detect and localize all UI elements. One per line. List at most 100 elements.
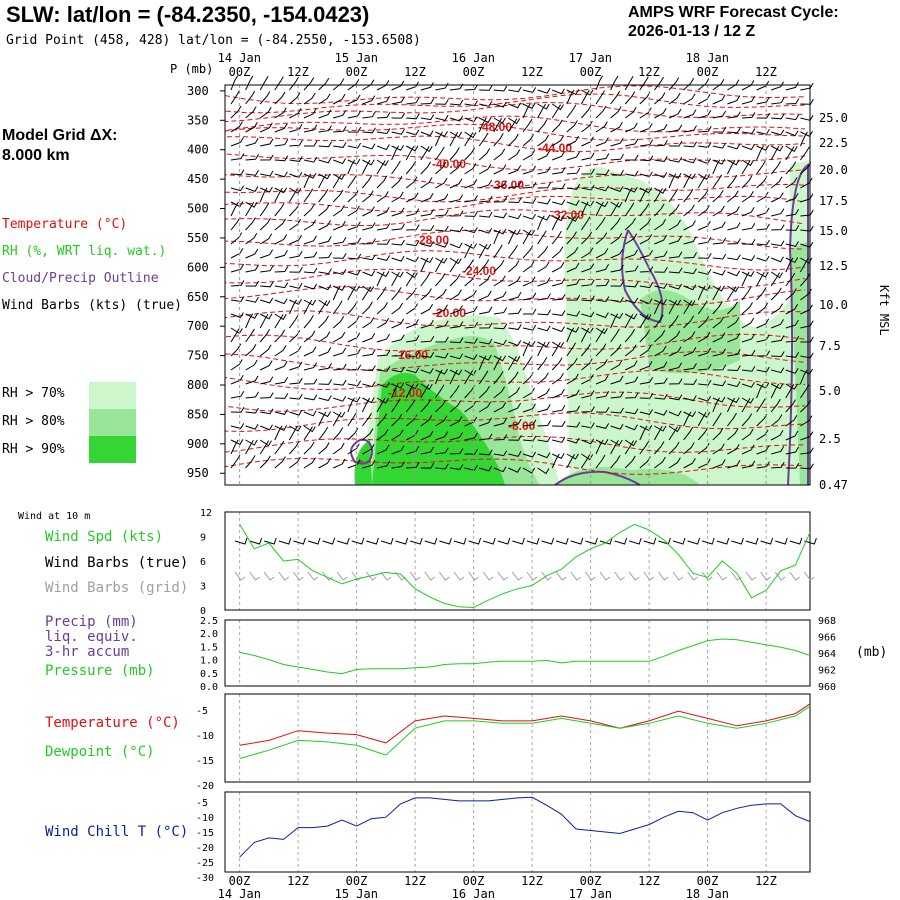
wind-barb	[741, 365, 756, 372]
wind-barb-true	[264, 537, 277, 545]
wind-barb	[333, 395, 347, 402]
wind-barb	[654, 330, 666, 343]
wind-barb	[610, 312, 624, 319]
wind-barb	[507, 356, 517, 371]
wind-barb	[420, 319, 434, 329]
wind-barb	[332, 427, 344, 441]
wind-barb	[479, 449, 493, 456]
wind-barb	[566, 262, 580, 273]
wind-barb-grid	[628, 571, 640, 581]
wind-barb	[785, 368, 799, 374]
wind-barb	[770, 272, 781, 287]
wind-barb	[362, 190, 374, 203]
pressure-y-tick: 966	[818, 633, 836, 644]
wind-barb	[727, 95, 741, 105]
wind-barb	[654, 76, 664, 91]
wind-barb	[303, 426, 313, 441]
wind-barb	[493, 196, 508, 203]
wind-barb	[493, 434, 508, 441]
wind-barb	[522, 213, 536, 220]
wind-barb	[654, 250, 668, 259]
wind-barb	[274, 313, 287, 321]
wind-barb	[435, 368, 449, 375]
wind-barb	[552, 199, 566, 206]
wind-chill-line	[239, 796, 811, 858]
wind-y-tick: 0	[200, 606, 206, 617]
wind-barb	[347, 189, 359, 203]
wind-barb-true	[672, 537, 686, 545]
wind-barb	[566, 135, 580, 147]
wind-barb	[712, 364, 727, 371]
wind-barb	[259, 440, 270, 455]
bottom-date-label: 18 Jan	[686, 887, 729, 900]
wind-barb	[259, 106, 272, 119]
wind-barb	[756, 96, 770, 105]
wind-barb	[756, 271, 765, 287]
wind-barb	[245, 344, 257, 357]
wind-barb	[581, 152, 595, 161]
wind-barb	[230, 75, 239, 91]
wind-barb	[581, 247, 594, 259]
wind-barb	[420, 303, 434, 315]
wind-barb	[303, 410, 317, 417]
pressure-tick-label: 800	[187, 378, 209, 392]
wind-barb	[668, 235, 682, 245]
temp-y-tick: -10	[196, 731, 214, 742]
height-tick-label: 12.5	[819, 259, 848, 273]
wind-barb	[449, 289, 462, 301]
wind-barb	[712, 285, 725, 292]
wind-barb	[537, 261, 550, 273]
wind-barb	[245, 137, 259, 147]
wind-barb	[245, 121, 258, 133]
wind-barb	[625, 297, 639, 304]
wind-barb	[303, 267, 318, 274]
wind-barb	[625, 265, 639, 273]
wind-barb	[332, 94, 346, 105]
wind-barb	[260, 376, 274, 385]
wind-barb	[552, 167, 566, 175]
height-tick-label: 10.0	[819, 298, 848, 312]
wind-barb	[332, 331, 346, 343]
wind-barb	[347, 126, 362, 133]
cloud-outline	[787, 163, 809, 486]
wind-barb	[566, 453, 579, 460]
wind-barb	[347, 205, 360, 217]
wind-barb-true	[483, 537, 496, 545]
wind-barb	[493, 259, 505, 273]
wind-barb	[522, 197, 537, 204]
height-tick-label: 20.0	[819, 163, 848, 177]
wind-barb	[449, 305, 463, 315]
wind-barb	[697, 94, 711, 105]
wind-barb	[259, 76, 269, 91]
wind-barb-grid	[658, 571, 669, 581]
wind-barb	[508, 434, 522, 441]
windchill-y-tick: -15	[196, 828, 214, 839]
wind-barb	[391, 461, 405, 469]
wind-barb-grid	[804, 571, 815, 581]
wind-barb	[391, 445, 405, 455]
wind-barb	[537, 356, 548, 371]
wind-barb	[493, 117, 506, 124]
wind-barb	[727, 333, 741, 343]
wind-barb	[332, 78, 345, 91]
wind-barb	[683, 315, 695, 329]
wind-barb	[800, 82, 814, 91]
wind-barb	[478, 259, 490, 273]
wind-barb	[318, 315, 330, 329]
wind-barb	[566, 215, 579, 222]
wind-barb	[362, 206, 375, 217]
wind-barb	[332, 458, 346, 469]
wind-barb	[727, 254, 741, 261]
wind-barb	[683, 252, 698, 259]
wind-barb	[770, 161, 782, 175]
wind-barb	[610, 359, 623, 371]
pressure-tick-label: 450	[187, 172, 209, 186]
wind-barb	[624, 217, 636, 231]
wind-barb	[683, 109, 697, 119]
wind-barb	[405, 145, 419, 152]
wind-barb	[435, 273, 446, 287]
wind-barb	[712, 221, 726, 231]
wind-barb	[668, 394, 683, 401]
wind-barb	[610, 391, 624, 399]
wind-barb	[230, 359, 243, 371]
